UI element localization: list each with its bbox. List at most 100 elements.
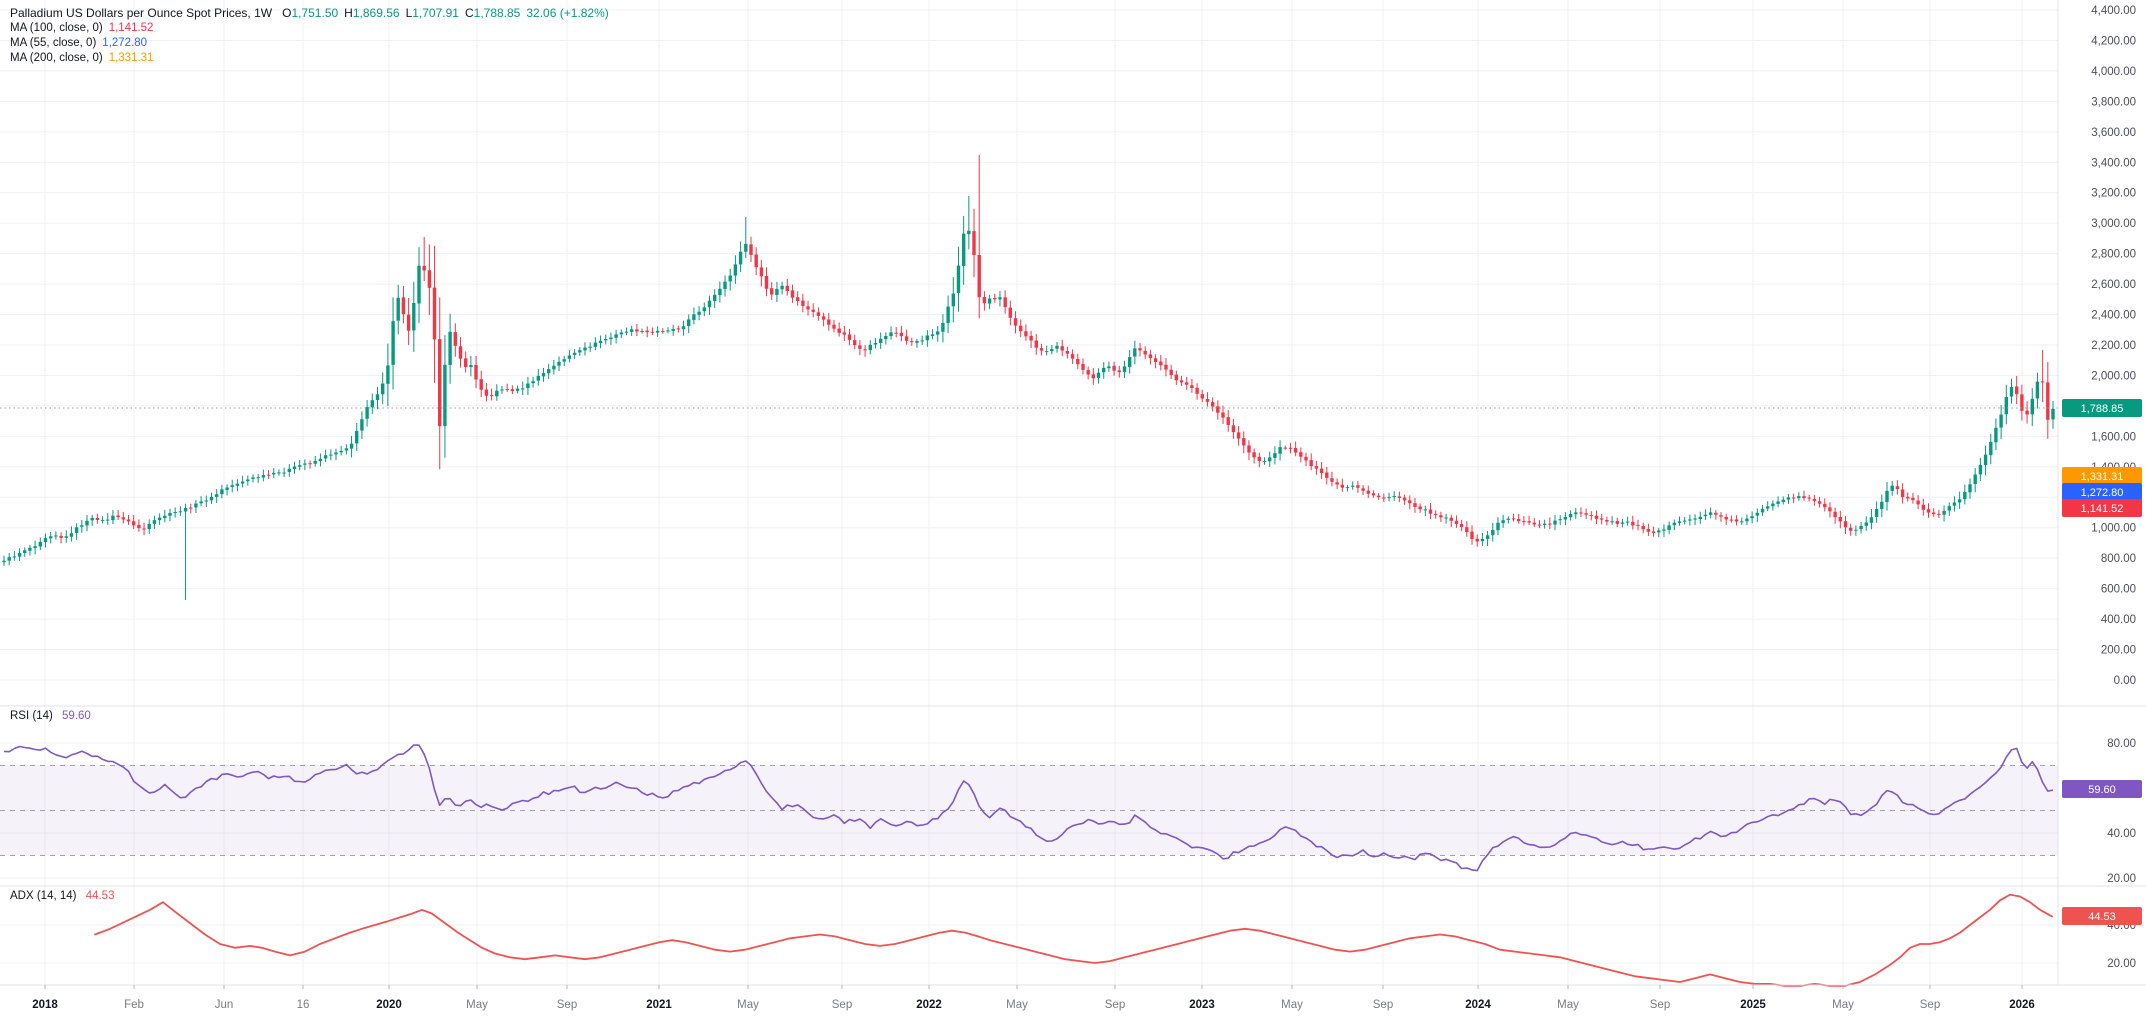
rsi-line <box>3 744 2054 872</box>
time-axis-label[interactable]: Sep <box>557 999 577 1011</box>
candle-body <box>1823 503 1827 508</box>
price-axis-label[interactable]: 1,000.00 <box>2091 523 2136 535</box>
time-axis-label[interactable]: May <box>1557 999 1579 1011</box>
price-axis-label[interactable]: 3,400.00 <box>2091 157 2136 169</box>
indicator-legend-ma100[interactable]: MA (100, close, 0) 1,141.52 <box>10 22 154 34</box>
candle-body <box>1382 497 1386 499</box>
candle-body <box>303 463 307 465</box>
price-axis-label[interactable]: 3,200.00 <box>2091 188 2136 200</box>
candle-body <box>531 381 535 384</box>
price-axis-label[interactable]: 2,400.00 <box>2091 310 2136 322</box>
time-axis-label[interactable]: Sep <box>832 999 852 1011</box>
candle-body <box>282 472 286 474</box>
time-axis-label[interactable]: May <box>737 999 759 1011</box>
candle-body <box>557 361 561 366</box>
time-axis-label[interactable]: 2025 <box>1740 999 1766 1011</box>
time-axis-label[interactable]: Sep <box>1373 999 1393 1011</box>
time-axis-label[interactable]: May <box>1832 999 1854 1011</box>
candle-body <box>1169 369 1173 375</box>
candle-body <box>1096 372 1101 378</box>
rsi-axis-label[interactable]: 20.00 <box>2107 873 2136 885</box>
price-axis-label[interactable]: 3,800.00 <box>2091 96 2136 108</box>
rsi-legend[interactable]: RSI (14) 59.60 <box>10 710 91 722</box>
candle-body <box>1983 454 1988 466</box>
price-axis-label[interactable]: 3,000.00 <box>2091 218 2136 230</box>
adx-axis-label[interactable]: 20.00 <box>2107 958 2136 970</box>
indicator-legend-ma55[interactable]: MA (55, close, 0) 1,272.80 <box>10 37 148 49</box>
rsi-axis-label[interactable]: 80.00 <box>2107 738 2136 750</box>
candle-body <box>1309 460 1313 467</box>
candle-body <box>547 369 551 374</box>
time-axis-label[interactable]: Sep <box>1920 999 1940 1011</box>
candle-body <box>2040 381 2045 383</box>
time-axis-label[interactable]: 2024 <box>1465 999 1491 1011</box>
time-axis-label[interactable]: 2023 <box>1189 999 1215 1011</box>
candle-body <box>318 458 323 462</box>
candle-body <box>1045 351 1049 353</box>
candle-body <box>1008 307 1012 318</box>
price-axis-label[interactable]: 600.00 <box>2101 584 2136 596</box>
candle-body <box>1019 325 1023 332</box>
candle-body <box>64 536 68 538</box>
candle-body <box>448 331 452 365</box>
time-axis-label[interactable]: 2022 <box>916 999 942 1011</box>
candle-body <box>858 345 862 349</box>
candle-body <box>510 389 515 392</box>
time-axis-label[interactable]: Sep <box>1105 999 1125 1011</box>
candle-body <box>2025 410 2029 415</box>
time-axis-label[interactable]: May <box>466 999 488 1011</box>
candle-body <box>1600 518 1604 520</box>
price-axis-label[interactable]: 2,800.00 <box>2091 249 2136 261</box>
time-axis-label[interactable]: Sep <box>1650 999 1670 1011</box>
price-axis-label[interactable]: 2,600.00 <box>2091 279 2136 291</box>
time-axis-label[interactable]: May <box>1006 999 1028 1011</box>
time-axis-label[interactable]: Jun <box>215 999 234 1011</box>
candle-body <box>1117 370 1121 373</box>
candle-body <box>116 515 120 517</box>
candle-body <box>1745 518 1749 522</box>
indicator-legend-ma200[interactable]: MA (200, close, 0) 1,331.31 <box>10 52 154 64</box>
price-axis-label[interactable]: 1,600.00 <box>2091 431 2136 443</box>
price-axis-label[interactable]: 4,400.00 <box>2091 5 2136 17</box>
price-axis-label[interactable]: 400.00 <box>2101 614 2136 626</box>
time-axis-label[interactable]: 2020 <box>376 999 402 1011</box>
time-axis-label[interactable]: May <box>1281 999 1303 1011</box>
candle-body <box>458 346 463 359</box>
time-axis-label[interactable]: 2026 <box>2009 999 2035 1011</box>
candle-body <box>1335 482 1339 485</box>
candle-body <box>1978 464 1983 475</box>
price-axis-label[interactable]: 3,600.00 <box>2091 127 2136 139</box>
price-axis-label[interactable]: 4,200.00 <box>2091 35 2136 47</box>
candle-body <box>292 466 297 469</box>
rsi-axis-label[interactable]: 40.00 <box>2107 828 2136 840</box>
price-axis-label[interactable]: 0.00 <box>2114 675 2136 687</box>
price-axis-label[interactable]: 2,200.00 <box>2091 340 2136 352</box>
candle-body <box>100 519 105 521</box>
candle-body <box>406 314 411 331</box>
time-axis-label[interactable]: 2021 <box>646 999 672 1011</box>
candle-body <box>1999 414 2003 428</box>
time-axis-label[interactable]: 16 <box>297 999 310 1011</box>
candle-body <box>1849 527 1853 531</box>
price-axis-label[interactable]: 2,000.00 <box>2091 370 2136 382</box>
time-axis-label[interactable]: Feb <box>124 999 144 1011</box>
candle-body <box>220 489 224 495</box>
candle-body <box>785 285 789 291</box>
candle-body <box>438 339 442 427</box>
adx-legend[interactable]: ADX (14, 14) 44.53 <box>10 890 114 902</box>
price-axis-label[interactable]: 4,000.00 <box>2091 66 2136 78</box>
chart-legend[interactable]: Palladium US Dollars per Ounce Spot Pric… <box>10 6 609 66</box>
candle-body <box>1532 522 1536 525</box>
price-axis-label[interactable]: 800.00 <box>2101 553 2136 565</box>
candle-body <box>744 243 748 252</box>
candle-body <box>899 332 904 337</box>
candle-body <box>1387 497 1391 499</box>
candle-body <box>1558 519 1562 521</box>
candle-body <box>1631 521 1635 526</box>
candle-body <box>1330 478 1334 482</box>
candle-body <box>1641 526 1645 530</box>
symbol-legend-row[interactable]: Palladium US Dollars per Ounce Spot Pric… <box>10 6 609 21</box>
price-axis-label[interactable]: 200.00 <box>2101 645 2136 657</box>
time-axis-label[interactable]: 2018 <box>32 999 58 1011</box>
